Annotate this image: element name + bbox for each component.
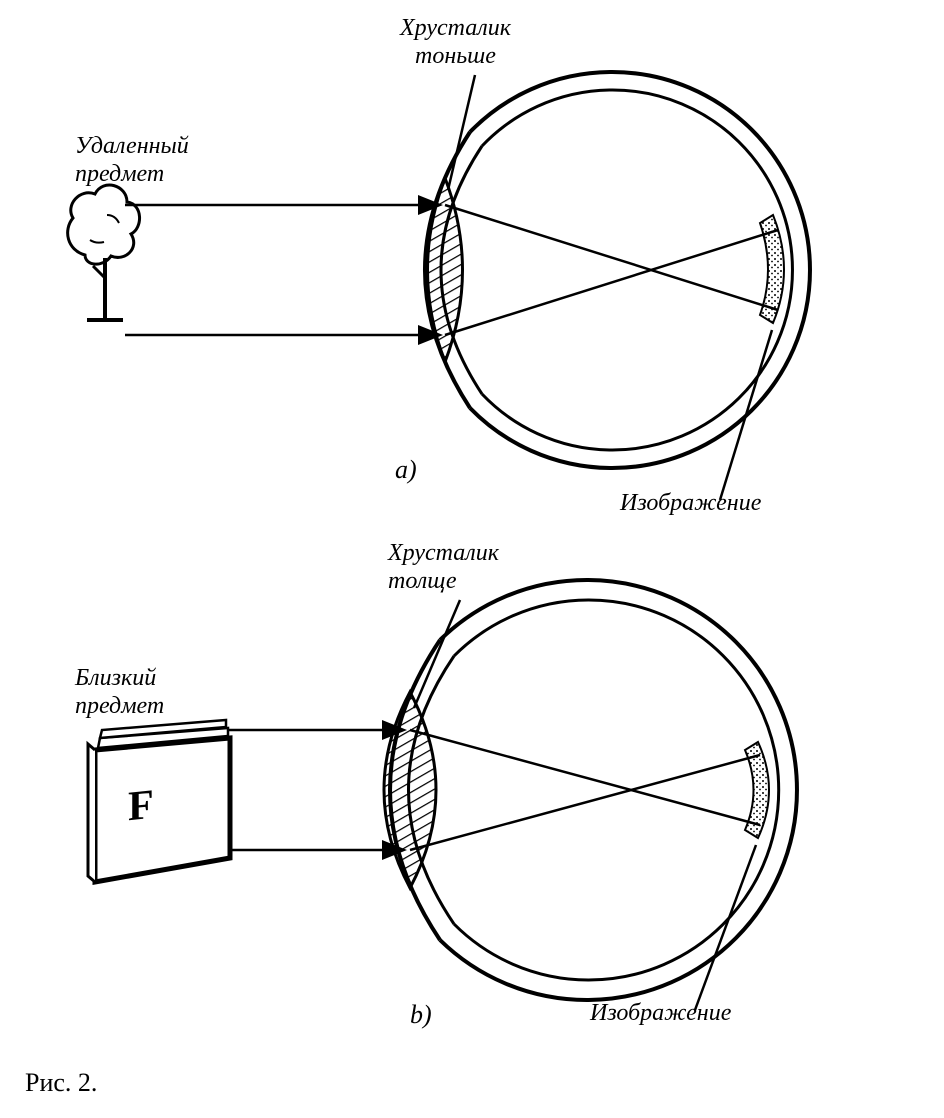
object-label-a: Удаленный предмет — [75, 133, 189, 188]
ray-bot-out-b — [410, 755, 760, 850]
object-label-b-line2: предмет — [75, 693, 164, 721]
panel-id-b: b) — [410, 1000, 432, 1030]
pointer-image-a — [720, 330, 772, 500]
image-label-a: Изображение — [620, 490, 761, 518]
eye-accommodation-diagram: Хрусталик тоньше Удаленный предмет Изобр… — [0, 0, 944, 1118]
image-label-b: Изображение — [590, 1000, 731, 1028]
panel-id-a: a) — [395, 455, 417, 485]
ray-top-out-b — [410, 730, 760, 825]
lens-thick — [384, 692, 436, 888]
lens-label-b-line2: толще — [388, 568, 499, 596]
book-near-object — [88, 720, 230, 882]
lens-label-b: Хрусталик толще — [388, 540, 499, 595]
panel-b — [88, 580, 797, 1010]
object-label-a-line2: предмет — [75, 161, 189, 189]
lens-label-a: Хрусталик тоньше — [400, 15, 511, 70]
lens-label-b-line1: Хрусталик — [388, 540, 499, 568]
object-label-b-line1: Близкий — [75, 665, 164, 693]
object-label-b: Близкий предмет — [75, 665, 164, 720]
object-label-a-line1: Удаленный — [75, 133, 189, 161]
pointer-lens-b — [414, 600, 460, 708]
ray-top-out-a — [445, 205, 778, 310]
ray-bot-out-a — [445, 230, 778, 335]
figure-caption: Рис. 2. — [25, 1068, 97, 1098]
book-letter: F — [128, 781, 154, 832]
lens-label-a-line1: Хрусталик — [400, 15, 511, 43]
lens-label-a-line2: тоньше — [400, 43, 511, 71]
